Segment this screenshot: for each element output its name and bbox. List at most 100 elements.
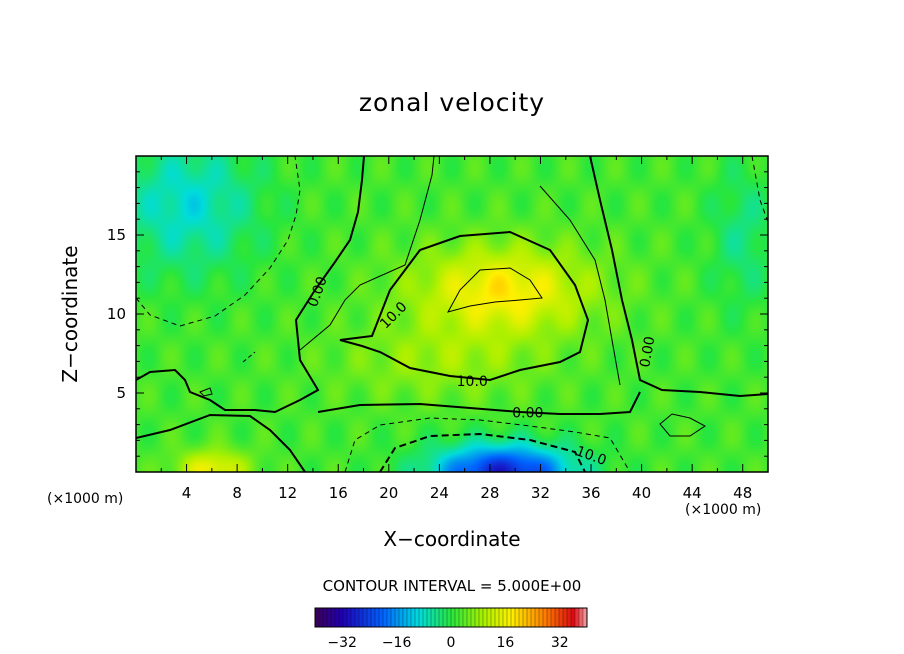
colorbar-frame: [314, 607, 588, 628]
colorbar-swatch: [334, 607, 340, 628]
contour-neg-surface-inner: [379, 432, 586, 472]
colorbar-swatch: [558, 607, 564, 628]
x-tick-label: 12: [278, 484, 297, 502]
colorbar-swatch: [410, 607, 416, 628]
colorbar-swatch: [538, 607, 544, 628]
x-tick-label: 48: [733, 484, 752, 502]
y-tick-label: 5: [116, 384, 126, 402]
colorbar-swatch: [510, 607, 516, 628]
colorbar-swatch: [362, 607, 368, 628]
colorbar-swatch: [490, 607, 496, 628]
colorbar-swatch: [422, 607, 428, 628]
colorbar-swatch: [390, 607, 396, 628]
colorbar-swatch: [442, 607, 448, 628]
colorbar-swatch: [318, 607, 324, 628]
colorbar-swatch: [370, 607, 376, 628]
colorbar-swatch: [454, 607, 460, 628]
colorbar-tick-label: −32: [327, 635, 357, 651]
contour-neg-small: [242, 351, 256, 363]
colorbar-swatch: [498, 607, 504, 628]
colorbar-swatch: [474, 607, 480, 628]
x-tick-label: 32: [531, 484, 550, 502]
colorbar-swatch: [530, 607, 536, 628]
x-tick-label: 40: [632, 484, 651, 502]
colorbar-swatch: [462, 607, 468, 628]
colorbar-swatch: [450, 607, 456, 628]
contour-interval-text: CONTOUR INTERVAL = 5.000E+00: [322, 577, 582, 595]
colorbar-swatch: [514, 607, 520, 628]
colorbar-swatch: [470, 607, 476, 628]
colorbar-swatch: [374, 607, 380, 628]
colorbar-swatch: [394, 607, 400, 628]
y-axis-label: Z−coordinate: [58, 245, 82, 383]
x-tick-label: 8: [232, 484, 242, 502]
colorbar-swatch: [486, 607, 492, 628]
colorbar-swatch: [550, 607, 556, 628]
contour-neg-upperleft: [136, 156, 301, 327]
colorbar: −32 −16 0 16 32: [314, 607, 588, 651]
x-tick-label: 28: [480, 484, 499, 502]
colorbar-swatch: [554, 607, 560, 628]
colorbar-swatch: [346, 607, 352, 628]
colorbar-swatch: [542, 607, 548, 628]
colorbar-swatch: [330, 607, 336, 628]
colorbar-swatch: [402, 607, 408, 628]
colorbar-swatch: [506, 607, 512, 628]
colorbar-swatch: [414, 607, 420, 628]
colorbar-swatch: [430, 607, 436, 628]
colorbar-swatch: [526, 607, 532, 628]
colorbar-tick-label: 32: [551, 635, 569, 651]
x-tick-label: 16: [329, 484, 348, 502]
colorbar-swatch: [438, 607, 444, 628]
colorbar-swatch: [398, 607, 404, 628]
colorbar-swatch: [546, 607, 552, 628]
colorbar-swatch: [570, 607, 576, 628]
contour-zero-right: [589, 156, 768, 398]
colorbar-tick-label: 16: [496, 635, 514, 651]
colorbar-swatch: [378, 607, 384, 628]
colorbar-swatch: [426, 607, 432, 628]
y-tick-label: 10: [107, 305, 126, 323]
colorbar-swatch: [406, 607, 412, 628]
x-tick-label: 4: [182, 484, 192, 502]
contour-neg-right-blob: [659, 413, 706, 437]
colorbar-swatch: [382, 607, 388, 628]
colorbar-swatch: [478, 607, 484, 628]
colorbar-swatch: [566, 607, 572, 628]
colorbar-swatch: [342, 607, 348, 628]
colorbar-swatch: [338, 607, 344, 628]
colorbar-swatch: [322, 607, 328, 628]
x-unit-right: (×1000 m): [685, 502, 762, 518]
colorbar-swatch: [446, 607, 452, 628]
velocity-field: [136, 156, 768, 472]
x-tick-label: 20: [379, 484, 398, 502]
colorbar-swatch: [518, 607, 524, 628]
colorbar-swatch: [574, 607, 580, 628]
contour-fifteen-jet: [446, 267, 543, 313]
colorbar-swatch: [418, 607, 424, 628]
x-axis-ticks: 4 8 12 16 20 24 28 32 36 40 44 48: [160, 156, 752, 502]
contour-zero-lower: [136, 413, 306, 472]
colorbar-swatch: [458, 607, 464, 628]
colorbar-swatch: [466, 607, 472, 628]
contour-label: 0.00: [637, 335, 658, 368]
colorbar-swatch: [502, 607, 508, 628]
colorbar-swatch: [386, 607, 392, 628]
contour-label: 10.0: [457, 374, 488, 390]
contour-zero-mid: [317, 391, 641, 415]
chart-title: zonal velocity: [358, 88, 546, 117]
colorbar-swatch: [366, 607, 372, 628]
colorbar-swatch: [482, 607, 488, 628]
contour-small-oval: [199, 387, 213, 397]
x-tick-label: 44: [683, 484, 702, 502]
x-tick-label: 36: [581, 484, 600, 502]
colorbar-tick-label: −16: [382, 635, 412, 651]
colorbar-swatch: [314, 607, 320, 628]
colorbar-swatch: [326, 607, 332, 628]
colorbar-swatch: [562, 607, 568, 628]
colorbar-tick-label: 0: [447, 635, 456, 651]
colorbar-swatch: [578, 607, 584, 628]
contour-label: 0.00: [512, 406, 543, 422]
contour-lines: [136, 156, 768, 472]
